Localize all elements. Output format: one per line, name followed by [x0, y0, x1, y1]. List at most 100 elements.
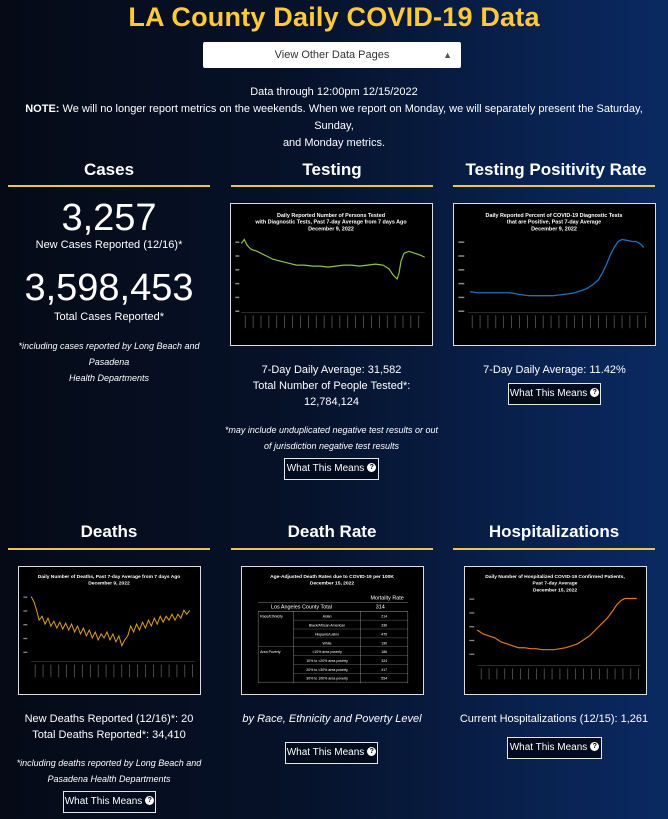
testing-chart-title1: Daily Reported Number of Persons Tested [277, 213, 385, 219]
hospitalizations-chart-y-ticks [469, 598, 475, 655]
deaths-footnote-line1: *including deaths reported by Long Beach… [16, 758, 202, 768]
deaths-heading: Deaths [80, 522, 138, 541]
hospitalizations-chart-x-ticks [480, 668, 639, 680]
total-cases-label: Total Cases Reported* [53, 311, 165, 323]
select-arrows-icon: ▲ [443, 50, 452, 60]
hospitalizations-chart-title3: December 15, 2022 [533, 588, 577, 594]
deaths-chart-title1: Daily Number of Deaths, Past 7-day Avera… [38, 574, 181, 580]
death-rate-row-value: 417 [381, 668, 387, 672]
testing-footnote-line1: *may include unduplicated negative test … [224, 425, 439, 435]
button-label: What This Means [509, 388, 588, 399]
death-rate-divider [231, 548, 433, 550]
hospitalizations-chart[interactable]: Daily Number of Hospitalized COVID-19 Co… [464, 566, 647, 695]
question-circle-icon: ? [590, 741, 600, 751]
testing-heading: Testing [302, 160, 362, 179]
button-label: What This Means [509, 742, 588, 753]
note-line1: We will no longer report metrics on the … [62, 103, 643, 132]
death-rate-row-label: <10% area poverty [312, 650, 342, 654]
new-cases-value: 3,257 [61, 197, 157, 239]
note-line2: and Monday metrics. [282, 137, 386, 149]
positivity-trend-line [470, 238, 645, 297]
death-rate-what-this-means-button[interactable]: What This Means? [285, 742, 378, 764]
testing-footnote: *may include unduplicated negative test … [222, 422, 441, 454]
hospitalizations-what-this-means-button[interactable]: What This Means? [507, 737, 602, 759]
death-rate-chart-title2: December 15, 2022 [310, 581, 354, 587]
hospitalizations-divider [453, 548, 655, 550]
total-cases-value: 3,598,453 [24, 267, 194, 309]
death-rate-row-value: 336 [381, 624, 387, 628]
positivity-what-this-means-button[interactable]: What This Means? [508, 383, 601, 405]
death-rate-row-value: 324 [381, 659, 387, 663]
death-rate-county-label: Los Angeles County Total [271, 604, 332, 610]
death-rate-row-label: Black/African American [309, 624, 345, 628]
death-rate-col-header: Mortality Rate [370, 595, 403, 601]
positivity-chart-svg: Daily Reported Percent of COVID-19 Diagn… [458, 213, 648, 329]
positivity-chart-x-ticks [471, 315, 647, 329]
positivity-chart-title1: Daily Reported Percent of COVID-19 Diagn… [486, 213, 623, 219]
death-rate-row-label: White [323, 641, 332, 645]
deaths-what-this-means-button[interactable]: What This Means? [63, 791, 156, 813]
positivity-chart-title3: December 9, 2022 [531, 227, 577, 233]
hospitalizations-chart-title2: Past 7-day Average [533, 581, 578, 587]
death-rate-row-group: Race/Ethnicity [260, 615, 283, 619]
positivity-chart-y-ticks [458, 241, 465, 312]
testing-divider [231, 185, 433, 187]
death-rate-rows: Race/Ethnicity Asian 214 Black/African Amer… [258, 611, 408, 683]
death-rate-county-value: 314 [376, 604, 385, 610]
testing-trend-line [240, 238, 425, 281]
hospitalizations-current-label: Current Hospitalizations (12/15): 1,261 [459, 713, 649, 725]
positivity-chart-title2: that are Positive, Past 7-day Average [507, 220, 601, 226]
deaths-total-label: Total Deaths Reported*: 34,410 [32, 729, 186, 741]
hospitalizations-heading: Hospitalizations [488, 522, 620, 541]
hospitalizations-chart-svg: Daily Number of Hospitalized COVID-19 Co… [469, 574, 641, 680]
death-rate-row-label: Hispanic/Latino [315, 632, 339, 636]
cases-footnote-line1: *including cases reported by Long Beach … [18, 341, 200, 367]
question-circle-icon: ? [590, 387, 600, 397]
deaths-chart-svg: Daily Number of Deaths, Past 7-day Avera… [23, 574, 195, 678]
death-rate-heading: Death Rate [287, 522, 377, 541]
data-pages-select[interactable]: View Other Data Pages ▲ [203, 42, 461, 68]
button-label: What This Means [286, 463, 365, 474]
death-rate-table-svg: Age-Adjusted Death Rates due to COVID-19… [257, 574, 409, 684]
death-rate-row-value: 186 [381, 650, 387, 654]
deaths-divider [8, 548, 210, 550]
deaths-chart-x-ticks [34, 664, 193, 678]
death-rate-table-image[interactable]: Age-Adjusted Death Rates due to COVID-19… [241, 566, 424, 695]
testing-chart-title2: with Diagnostic Tests, Past 7-day Averag… [254, 220, 407, 226]
question-circle-icon: ? [367, 746, 377, 756]
deaths-chart-y-ticks [23, 596, 28, 653]
death-rate-row-label: 10% to <20% area poverty [306, 659, 348, 663]
positivity-chart[interactable]: Daily Reported Percent of COVID-19 Diagn… [453, 203, 656, 346]
death-rate-row-label: 20% to <30% area poverty [306, 668, 348, 672]
page-title: LA County Daily COVID-19 Data [128, 2, 540, 32]
death-rate-chart-title1: Age-Adjusted Death Rates due to COVID-19… [270, 574, 394, 580]
testing-chart-title3: December 9, 2022 [308, 227, 354, 233]
question-circle-icon: ? [367, 462, 377, 472]
deaths-footnote-line2: Pasadena Health Departments [47, 774, 171, 784]
testing-total-value: 12,784,124 [303, 396, 360, 408]
cases-footnote: *including cases reported by Long Beach … [0, 338, 218, 386]
deaths-trend-line [30, 596, 191, 648]
select-label: View Other Data Pages [274, 49, 390, 61]
death-rate-row-value: 554 [381, 677, 387, 681]
testing-chart-svg: Daily Reported Number of Persons Tested … [235, 213, 425, 329]
testing-chart-y-ticks [235, 241, 240, 312]
hospitalizations-chart-title1: Daily Number of Hospitalized COVID-19 Co… [485, 574, 625, 580]
deaths-chart[interactable]: Daily Number of Deaths, Past 7-day Avera… [18, 566, 201, 695]
question-circle-icon: ? [145, 795, 155, 805]
deaths-new-label: New Deaths Reported (12/16)*: 20 [24, 713, 194, 725]
testing-chart-x-ticks [244, 315, 420, 329]
death-rate-caption: by Race, Ethnicity and Poverty Level [242, 713, 422, 725]
positivity-avg-label: 7-Day Daily Average: 11.42% [483, 364, 626, 376]
data-through-text: Data through 12:00pm 12/15/2022 [250, 86, 418, 98]
death-rate-row-group: Area Poverty [260, 650, 281, 654]
button-label: What This Means [286, 747, 365, 758]
testing-what-this-means-button[interactable]: What This Means? [284, 458, 379, 480]
death-rate-row-label: Asian [323, 615, 332, 619]
death-rate-row-label: 30% to 100% area poverty [306, 677, 348, 681]
death-rate-row-value: 190 [381, 641, 387, 645]
cases-divider [8, 185, 210, 187]
death-rate-row-value: 214 [381, 615, 387, 619]
testing-chart[interactable]: Daily Reported Number of Persons Tested … [230, 203, 433, 346]
positivity-heading: Testing Positivity Rate [465, 160, 647, 179]
